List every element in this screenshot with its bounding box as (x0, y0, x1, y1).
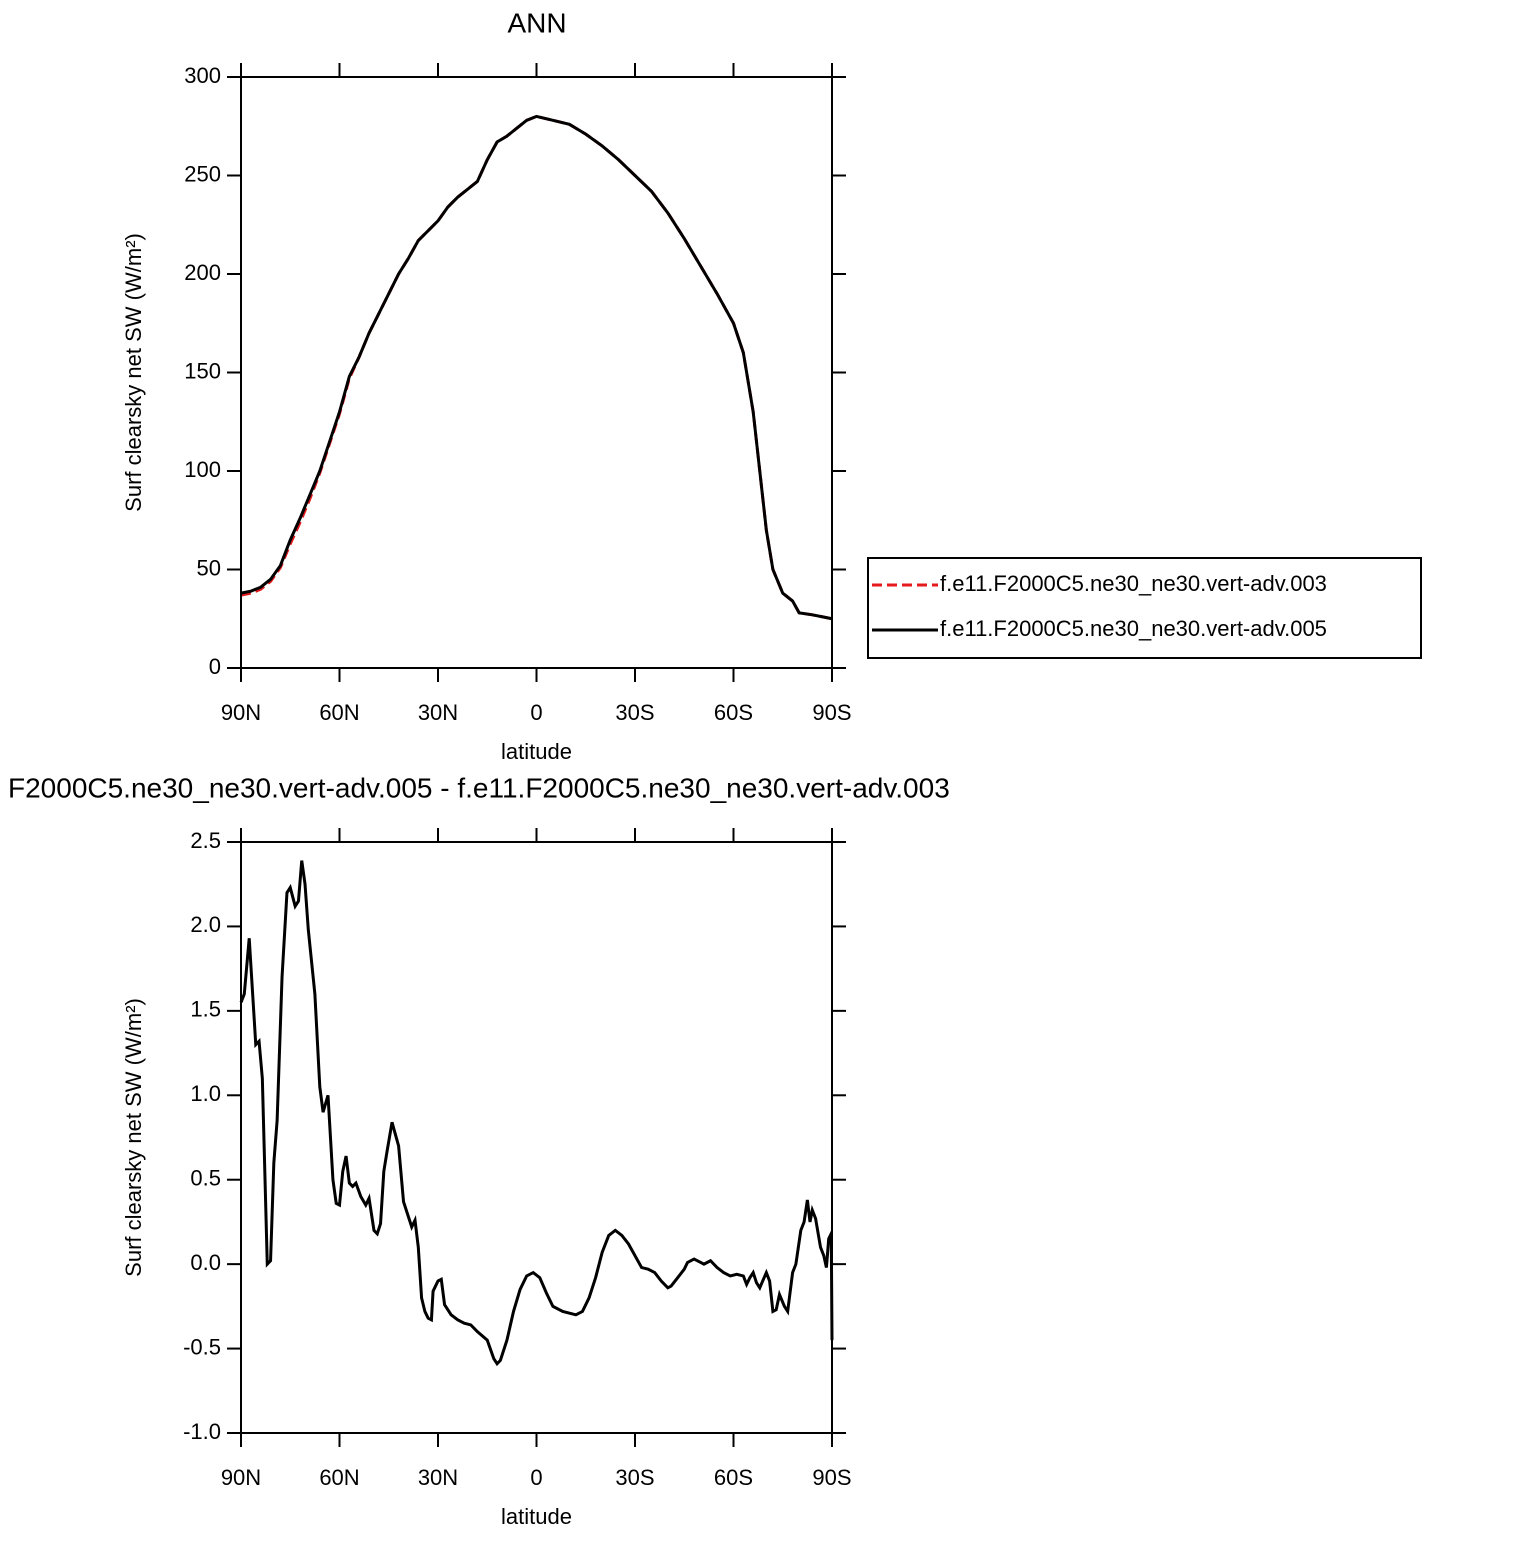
x-tick-label: 90S (812, 1465, 851, 1490)
x-tick-label: 30S (615, 1465, 654, 1490)
y-tick-label: -1.0 (183, 1419, 221, 1444)
x-tick-label: 90N (221, 700, 261, 725)
x-tick-label: 60N (319, 700, 359, 725)
x-tick-label: 60S (714, 1465, 753, 1490)
y-tick-label: 100 (184, 457, 221, 482)
data-line (240, 114, 833, 621)
y-tick-label: -0.5 (183, 1334, 221, 1359)
x-tick-label: 60S (714, 700, 753, 725)
chart-title: F2000C5.ne30_ne30.vert-adv.005 - f.e11.F… (8, 772, 950, 803)
y-tick-label: 250 (184, 161, 221, 186)
x-tick-label: 0 (530, 1465, 542, 1490)
y-tick-label: 2.5 (190, 828, 221, 853)
data-line (240, 114, 833, 621)
y-axis-label: Surf clearsky net SW (W/m²) (121, 998, 146, 1277)
y-tick-label: 0.5 (190, 1166, 221, 1191)
x-tick-label: 60N (319, 1465, 359, 1490)
y-tick-label: 200 (184, 260, 221, 285)
y-tick-label: 50 (197, 555, 221, 580)
plot-frame (240, 841, 833, 1434)
x-axis-label: latitude (501, 739, 572, 764)
y-tick-label: 1.5 (190, 997, 221, 1022)
y-tick-label: 150 (184, 358, 221, 383)
y-tick-label: 2.0 (190, 912, 221, 937)
x-tick-label: 30S (615, 700, 654, 725)
y-tick-label: 0.0 (190, 1250, 221, 1275)
y-tick-label: 1.0 (190, 1081, 221, 1106)
y-tick-label: 300 (184, 63, 221, 88)
x-tick-label: 90S (812, 700, 851, 725)
legend-box (867, 557, 1422, 659)
x-tick-label: 30N (418, 700, 458, 725)
chart-title: ANN (507, 7, 566, 38)
y-tick-label: 0 (209, 654, 221, 679)
data-line (239, 860, 834, 1367)
x-tick-label: 30N (418, 1465, 458, 1490)
x-tick-label: 90N (221, 1465, 261, 1490)
plot-frame (240, 76, 833, 669)
y-axis-label: Surf clearsky net SW (W/m²) (121, 233, 146, 512)
legend-label: f.e11.F2000C5.ne30_ne30.vert-adv.005 (940, 616, 1327, 641)
legend-label: f.e11.F2000C5.ne30_ne30.vert-adv.003 (940, 571, 1327, 596)
x-axis-label: latitude (501, 1504, 572, 1529)
x-tick-label: 0 (530, 700, 542, 725)
